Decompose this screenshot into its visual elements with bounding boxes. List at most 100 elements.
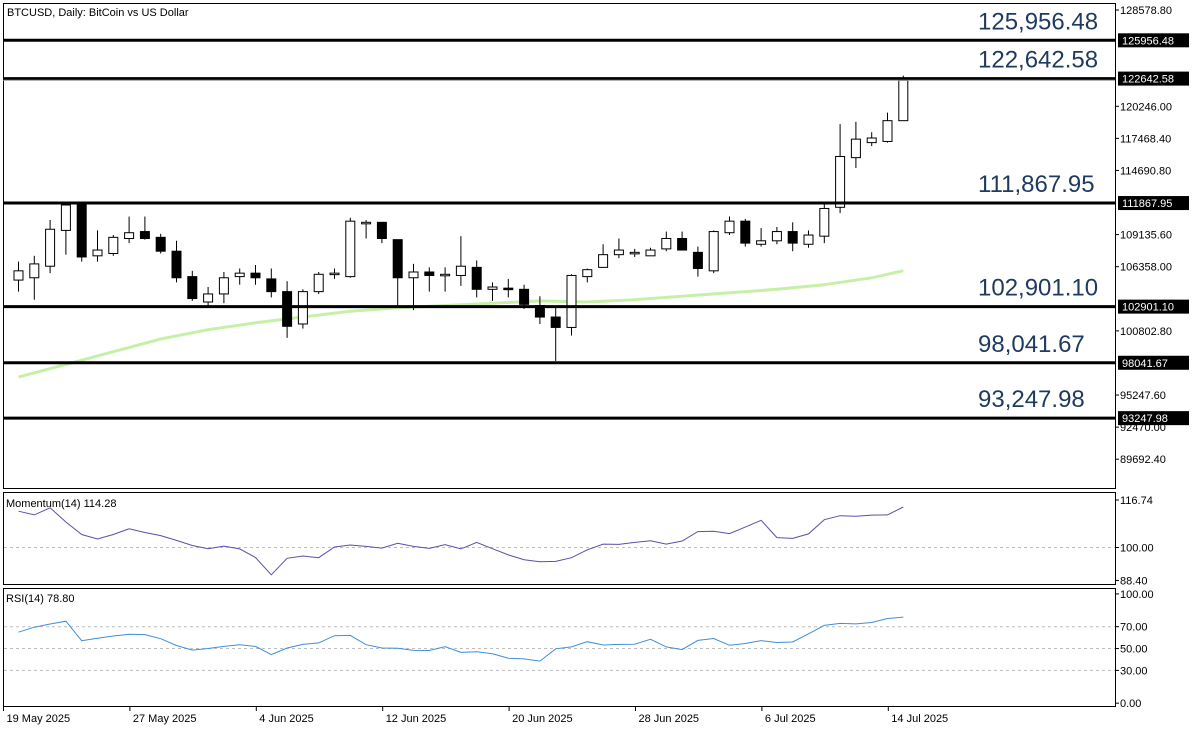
level-label: 111,867.95 — [978, 171, 1095, 198]
candle-body-bullish — [45, 228, 56, 267]
rsi-y-tick-label: 100.00 — [1120, 589, 1154, 601]
candle-body-bearish — [503, 287, 514, 291]
rsi-y-tick-label: 0.00 — [1120, 698, 1141, 710]
price-y-tick-label: 106358.00 — [1120, 262, 1172, 274]
candle — [566, 274, 577, 336]
candle — [108, 235, 119, 256]
candle-body-bullish — [819, 207, 830, 237]
candle — [661, 231, 672, 252]
candle — [45, 220, 56, 274]
rsi-y-tick-label: 70.00 — [1120, 622, 1148, 634]
candle — [124, 216, 135, 244]
momentum-y-tick-label: 116.74 — [1120, 495, 1153, 507]
level-price-tag-label: 102901.10 — [1122, 302, 1174, 314]
candle-body-bearish — [282, 291, 293, 327]
candle — [692, 246, 703, 277]
rsi-y-tick-label: 50.00 — [1120, 644, 1148, 656]
candle-body-bearish — [376, 221, 387, 239]
price-y-tick-label: 109135.60 — [1120, 230, 1172, 242]
level-label: 93,247.98 — [978, 386, 1085, 413]
candle-body-bullish — [487, 286, 498, 290]
candle — [203, 287, 214, 306]
candle-body-bullish — [708, 231, 719, 272]
candle-body-bullish — [13, 270, 24, 281]
candle-body-bullish — [234, 272, 245, 278]
candle-body-bearish — [139, 231, 150, 239]
candle-body-bullish — [345, 220, 356, 278]
candle — [234, 268, 245, 285]
candle-body-bullish — [124, 232, 135, 239]
candle — [187, 270, 198, 301]
chart-title: BTCUSD, Daily: BitCoin vs US Dollar — [7, 7, 189, 19]
candle-body-bullish — [29, 263, 40, 279]
candle — [471, 260, 482, 298]
candle-body-bearish — [76, 203, 87, 258]
candle-body-bullish — [835, 155, 846, 208]
candle-body-bullish — [866, 137, 877, 144]
candle-body-bearish — [677, 237, 688, 251]
candle — [835, 124, 846, 214]
candle — [740, 218, 751, 247]
rsi-y-tick-label: 30.00 — [1120, 665, 1148, 677]
rsi-panel-frame — [3, 588, 1116, 707]
candle-body-bearish — [250, 272, 261, 279]
candle-body-bullish — [361, 221, 372, 225]
x-tick-label: 14 Jul 2025 — [891, 713, 948, 725]
candle — [756, 228, 767, 247]
momentum-panel-frame — [3, 492, 1116, 585]
level-price-tag — [1118, 33, 1189, 48]
candle-body-bullish — [661, 237, 672, 250]
candle-body-bearish — [740, 220, 751, 244]
candle-body-bullish — [582, 269, 593, 278]
candle — [171, 240, 182, 283]
candle-body-bullish — [850, 138, 861, 159]
candle-body-bullish — [218, 277, 229, 295]
candle — [582, 268, 593, 283]
price-y-tick-label: 95247.60 — [1120, 390, 1166, 402]
candle — [708, 230, 719, 274]
x-axis: 19 May 2025 27 May 2025 4 Jun 2025 12 Jun 2… — [3, 707, 948, 725]
level-price-tag — [1118, 355, 1189, 370]
candle-body-bullish — [92, 249, 103, 257]
candle-body-bearish — [171, 250, 182, 279]
level-label: 125,956.48 — [978, 8, 1098, 35]
x-tick-label: 28 Jun 2025 — [639, 713, 700, 725]
candle — [76, 202, 87, 262]
candle — [629, 248, 640, 257]
candle-body-bullish — [898, 79, 909, 122]
candle — [645, 247, 656, 257]
candle-body-bullish — [882, 120, 893, 142]
x-tick-label: 20 Jun 2025 — [512, 713, 573, 725]
candle — [898, 75, 909, 122]
moving-average-line — [18, 269, 904, 379]
price-y-tick-label: 117468.40 — [1120, 133, 1171, 145]
candle-body-bullish — [771, 231, 782, 242]
candle — [155, 233, 166, 254]
candle — [29, 255, 40, 300]
candle — [771, 226, 782, 245]
candle — [13, 261, 24, 292]
candle-body-bullish — [613, 249, 624, 256]
candle — [376, 221, 387, 244]
candle — [250, 265, 261, 285]
candle-body-bearish — [424, 271, 435, 276]
level-price-tag — [1118, 411, 1189, 426]
candle — [550, 305, 561, 361]
candle-body-bullish — [203, 293, 214, 303]
level-label: 102,901.10 — [978, 275, 1098, 302]
candle — [519, 284, 530, 309]
candle-body-bullish — [724, 220, 735, 234]
level-price-tag — [1118, 196, 1189, 211]
candle — [455, 236, 466, 286]
candle — [850, 121, 861, 169]
candle — [408, 263, 419, 311]
level-price-tag-label: 122642.58 — [1122, 74, 1174, 86]
level-price-tag-label: 98041.67 — [1122, 358, 1168, 370]
momentum-title: Momentum(14) 114.28 — [6, 498, 116, 510]
candle — [787, 222, 798, 252]
candle-body-bullish — [803, 234, 814, 245]
candle — [866, 132, 877, 147]
x-tick-label: 27 May 2025 — [133, 713, 197, 725]
candle — [266, 268, 277, 298]
